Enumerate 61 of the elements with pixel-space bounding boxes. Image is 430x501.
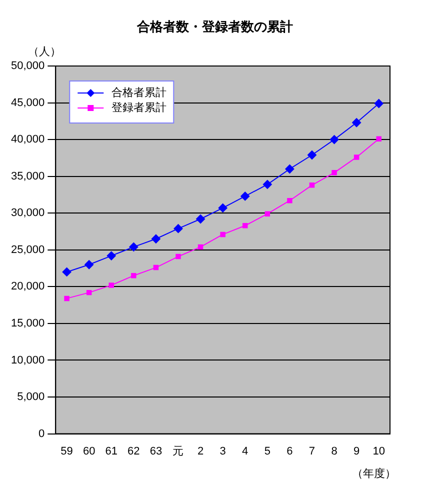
y-tick-label: 10,000 [10,354,45,366]
point [285,164,294,174]
point [153,264,159,270]
point [242,223,248,228]
legend-label: 合格者累計 [112,86,167,99]
point [354,154,360,160]
legend-label: 登録者累計 [112,100,167,114]
point [131,273,136,278]
point [330,135,339,144]
y-tick-label: 15,000 [10,317,45,330]
point [309,182,315,188]
x-tick-label: 7 [308,445,316,458]
x-tick-label: 63 [150,445,162,458]
point [84,260,94,270]
point [198,244,204,250]
point [106,251,116,260]
x-axis-title: （年度） [352,466,396,481]
x-tick-label: 3 [220,445,226,458]
y-tick-label: 40,000 [10,134,45,146]
x-tick-label: 9 [354,445,360,458]
point [64,296,70,302]
x-tick-label: 8 [331,445,338,458]
point [62,267,72,276]
y-axis-title: （人） [28,44,61,59]
x-tick-label: 4 [242,445,248,458]
point [220,232,226,238]
x-tick-label: 2 [197,445,204,458]
y-tick-label: 45,000 [10,96,45,109]
point [174,224,183,234]
point [151,234,160,244]
x-tick-label: 59 [60,445,73,458]
point [86,290,92,296]
point [307,150,316,160]
x-tick-label: 元 [172,445,184,458]
x-tick-label: 10 [372,445,385,458]
point [218,203,228,212]
point [176,254,181,260]
y-tick-label: 0 [38,428,45,440]
point [287,198,292,204]
point [262,180,272,189]
point [264,211,270,216]
point [129,242,138,252]
point [196,214,206,224]
x-tick-label: 6 [286,445,293,458]
x-tick-label: 60 [82,445,96,458]
point [352,118,362,128]
point [332,170,337,176]
point [108,282,114,288]
y-tick-label: 20,000 [10,280,45,293]
y-tick-label: 50,000 [10,60,45,72]
point [374,99,384,108]
y-tick-label: 35,000 [10,170,45,182]
y-tick-label: 5,000 [17,391,45,404]
chart-title: 合格者数・登録者数の累計 [136,18,294,36]
x-tick-label: 5 [264,445,270,458]
y-tick-label: 30,000 [10,207,45,220]
x-tick-label: 61 [105,445,118,458]
x-tick-label: 62 [128,445,140,458]
point [240,192,250,201]
y-tick-label: 25,000 [10,244,45,256]
point [376,136,382,142]
